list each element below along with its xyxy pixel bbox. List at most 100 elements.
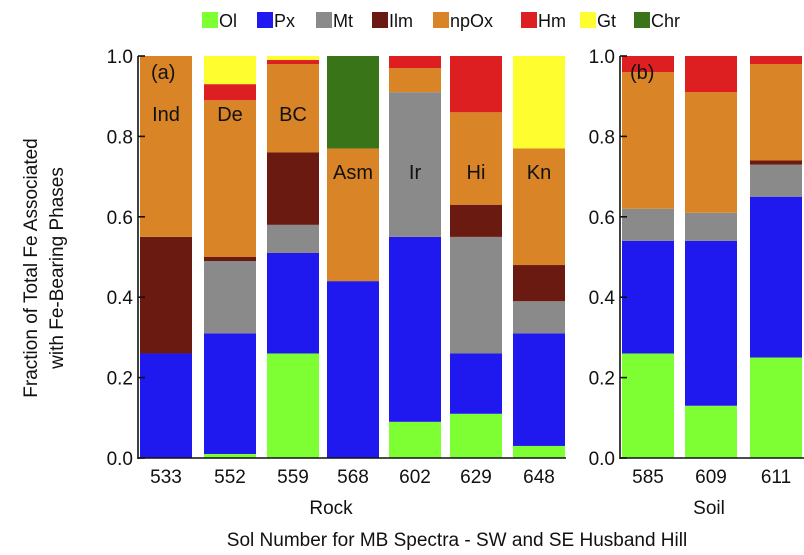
legend-swatch-px [257, 12, 273, 28]
bar-segment-611-px [750, 196, 802, 358]
legend-item-gt: Gt [580, 11, 616, 31]
bar-segment-602-mt [389, 92, 441, 237]
panel-label: (a) [151, 62, 175, 84]
bar-segment-602-ol [389, 421, 441, 458]
bar-segment-533-npox [140, 56, 192, 237]
group-label-rock: Rock [309, 498, 353, 519]
bar-segment-609-mt [685, 212, 737, 241]
x-tick-label-585: 585 [632, 467, 664, 488]
bar-name-label-ir: Ir [409, 162, 422, 184]
bar-segment-568-npox [327, 148, 379, 282]
panel-a-rock: 533 552 559 568 602 629 648 Ind De BC Asm Ir Hi Kn 0.0… [107, 47, 566, 519]
y-tick-label: 1.0 [107, 47, 133, 68]
bar-segment-552-ol [204, 453, 256, 458]
bar-name-label-ind: Ind [152, 104, 180, 126]
bar-segment-585-px [622, 240, 674, 354]
bar-name-label-kn: Kn [527, 162, 551, 184]
legend-swatch-ilm [372, 12, 388, 28]
bar-segment-629-mt [450, 236, 502, 354]
bar-segment-552-mt [204, 261, 256, 334]
y-tick-label: 0.4 [589, 288, 616, 309]
bar-segment-552-gt [204, 56, 256, 85]
x-tick-label-609: 609 [695, 467, 727, 488]
bar-name-label-bc: BC [279, 104, 307, 126]
bar-segment-559-npox [267, 64, 319, 153]
bar-segment-629-npox [450, 112, 502, 205]
y-tick-label: 0.2 [107, 369, 133, 390]
bar-segment-533-px [140, 353, 192, 458]
y-tick-label: 0.0 [589, 449, 615, 470]
bar-segment-648-px [513, 333, 565, 446]
y-tick-label: 0.6 [589, 208, 615, 229]
y-tick-label: 0.0 [107, 449, 133, 470]
x-tick-label-648: 648 [523, 467, 555, 488]
x-axis-label: Sol Number for MB Spectra - SW and SE Hu… [227, 530, 687, 551]
bar-segment-559-ilm [267, 152, 319, 225]
bar-segment-568-chr [327, 56, 379, 149]
group-label-soil: Soil [693, 498, 725, 519]
x-tick-label-533: 533 [150, 467, 182, 488]
bar-name-label-de: De [217, 104, 243, 126]
bar-segment-559-px [267, 252, 319, 354]
bar-name-label-asm: Asm [333, 162, 373, 184]
bar-segment-611-ilm [750, 160, 802, 165]
bar-stack-585 [622, 56, 674, 458]
y-tick-label: 1.0 [589, 47, 615, 68]
bar-name-label-hi: Hi [467, 162, 486, 184]
bar-segment-629-ilm [450, 204, 502, 237]
bar-segment-559-mt [267, 224, 319, 253]
legend-swatch-hm [521, 12, 537, 28]
bar-segment-611-npox [750, 64, 802, 161]
legend-label-px: Px [274, 11, 295, 31]
legend-item-mt: Mt [316, 11, 353, 31]
y-tick-label: 0.2 [589, 369, 615, 390]
legend: Ol Px Mt Ilm npOx Hm Gt Chr [202, 11, 680, 31]
legend-label-hm: Hm [538, 11, 566, 31]
legend-swatch-gt [580, 12, 596, 28]
bar-stack-648 [513, 56, 565, 458]
bar-stack-611 [750, 56, 802, 458]
x-tick-label-559: 559 [277, 467, 309, 488]
y-axis-label: Fraction of Total Fe Associated with Fe-… [21, 138, 68, 397]
bar-segment-609-px [685, 240, 737, 406]
bar-segment-609-hm [685, 56, 737, 93]
bar-stack-629 [450, 56, 502, 458]
bar-stack-552 [204, 56, 256, 458]
bar-stack-609 [685, 56, 737, 458]
x-tick-label-552: 552 [214, 467, 246, 488]
legend-item-ilm: Ilm [372, 11, 413, 31]
bar-segment-552-px [204, 333, 256, 454]
legend-swatch-ol [202, 12, 218, 28]
bar-segment-602-px [389, 236, 441, 422]
bar-segment-648-ol [513, 445, 565, 458]
bar-segment-648-gt [513, 56, 565, 149]
bar-segment-602-hm [389, 56, 441, 69]
legend-item-hm: Hm [521, 11, 566, 31]
legend-label-mt: Mt [333, 11, 353, 31]
panel-label: (b) [630, 62, 654, 84]
bar-segment-552-hm [204, 84, 256, 101]
legend-item-chr: Chr [634, 11, 680, 31]
bar-segment-629-px [450, 353, 502, 414]
bar-segment-629-hm [450, 56, 502, 113]
bar-segment-585-ol [622, 353, 674, 458]
bar-segment-585-hm [622, 56, 674, 73]
bar-segment-568-px [327, 281, 379, 458]
bar-segment-611-mt [750, 164, 802, 197]
panel-b-soil: 585 609 611 0.0 0.2 0.4 0.6 0.8 1.0 (b) Soil [589, 47, 804, 519]
x-tick-label-602: 602 [399, 467, 431, 488]
y-tick-label: 0.8 [107, 127, 133, 148]
legend-item-ol: Ol [202, 11, 237, 31]
legend-label-gt: Gt [597, 11, 616, 31]
bar-stack-568 [327, 56, 379, 458]
bar-segment-552-npox [204, 100, 256, 257]
bar-stack-533 [140, 56, 192, 458]
bar-segment-648-npox [513, 148, 565, 266]
bar-segment-629-ol [450, 413, 502, 458]
y-axis-label-line2: with Fe-Bearing Phases [47, 167, 68, 370]
bar-segment-559-gt [267, 56, 319, 61]
legend-label-ilm: Ilm [389, 11, 413, 31]
legend-swatch-npox [433, 12, 449, 28]
bar-segment-609-ol [685, 405, 737, 458]
